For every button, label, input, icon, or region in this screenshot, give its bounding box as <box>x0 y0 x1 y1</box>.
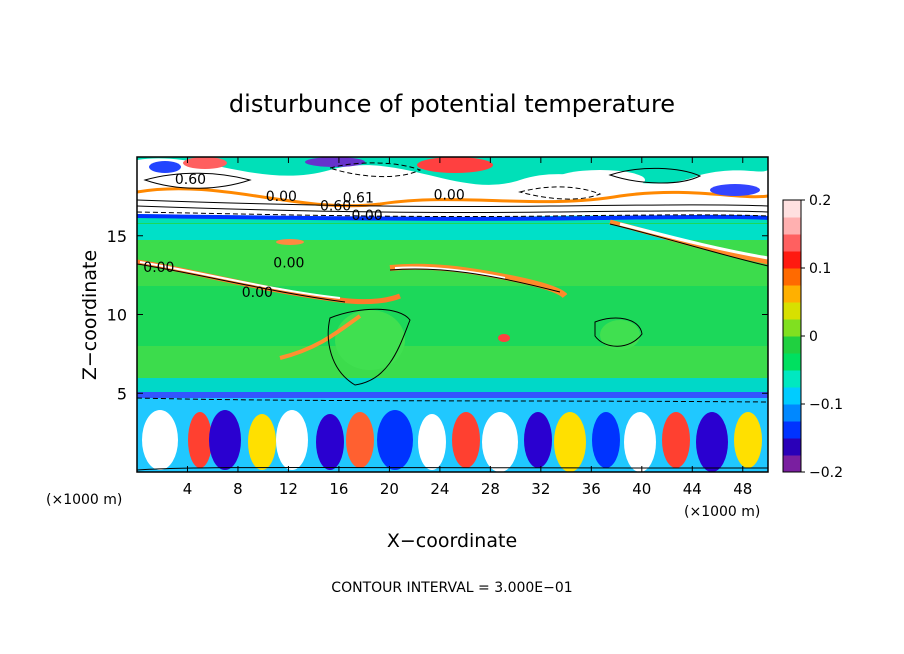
field-strat-blue-line <box>137 214 768 221</box>
colorbar-segment <box>783 370 801 388</box>
field-strat-blue-blob-2 <box>710 184 760 196</box>
x-tick-label: 16 <box>329 480 348 498</box>
x-tick-label: 36 <box>582 480 601 498</box>
field-streak-center <box>279 314 362 360</box>
field-strat-red-blob-2 <box>183 157 227 169</box>
colorbar-tick-label: 0.2 <box>809 193 831 209</box>
colorbar: 0.2 0.1 0 −0.1 −0.2 <box>782 193 843 481</box>
field-strat-purple-blob <box>305 157 365 167</box>
colorbar-segment <box>783 268 801 286</box>
colorbar-tick-label: −0.2 <box>809 465 843 481</box>
contour-label-group: 0.600.000.600.610.000.000.00 0.000.00 <box>143 172 464 301</box>
chart-title: disturbunce of potential temperature <box>229 90 675 118</box>
field-blob-center <box>335 310 405 370</box>
contour-label: 0.00 <box>143 260 174 276</box>
x-tick-label: 48 <box>733 480 752 498</box>
colorbar-segment <box>783 285 801 303</box>
field-blob-red-small <box>498 334 510 342</box>
colorbar-segment <box>783 438 801 456</box>
colorbar-segment <box>783 200 801 218</box>
x-tick-label: 24 <box>430 480 449 498</box>
contour-label: 0.00 <box>273 255 304 271</box>
x-unit-left: (×1000 m) <box>46 492 122 508</box>
y-axis-label: Z−coordinate <box>79 250 101 380</box>
x-tick-label: 8 <box>233 480 243 498</box>
colorbar-segment <box>783 234 801 252</box>
y-tick-label: 15 <box>107 227 127 246</box>
x-tick-label: 40 <box>632 480 651 498</box>
field-boundary-cells <box>142 410 762 472</box>
heatmap-field <box>137 157 768 472</box>
colorbar-tick-label: 0 <box>809 329 818 345</box>
colorbar-segment <box>783 455 801 473</box>
contour-label: 0.60 <box>175 172 206 188</box>
y-axis: 5 10 15 <box>107 227 768 403</box>
x-tick-label: 32 <box>531 480 550 498</box>
field-strat-orange-line <box>137 187 768 208</box>
x-axis-label: X−coordinate <box>387 530 517 552</box>
contour-interval-note: CONTOUR INTERVAL = 3.000E−01 <box>331 580 572 596</box>
contour-label: 0.00 <box>242 285 273 301</box>
field-streak-mid-white <box>394 266 506 279</box>
field-blob-white-small <box>276 239 304 245</box>
field-boundary-layer-top <box>137 392 768 398</box>
field-streak-right-white <box>619 222 768 260</box>
x-unit-right: (×1000 m) <box>684 504 760 520</box>
colorbar-segment <box>783 404 801 422</box>
y-tick-label: 5 <box>117 384 127 403</box>
field-strat-blue-blob-1 <box>149 161 181 173</box>
field-streak-upper-white <box>139 261 341 299</box>
colorbar-segment <box>783 336 801 354</box>
x-tick-label: 44 <box>683 480 702 498</box>
colorbar-tick-label: −0.1 <box>809 397 843 413</box>
colorbar-segment <box>783 251 801 269</box>
contour-label: 0.60 <box>320 199 351 215</box>
field-strat-red-blob-1 <box>417 157 493 173</box>
y-tick-label: 10 <box>107 306 127 325</box>
colorbar-segment <box>783 387 801 405</box>
x-axis: 4 8 12 16 20 24 28 32 36 40 44 48 <box>183 157 752 498</box>
contour-label: 0.61 <box>343 191 374 207</box>
contour-label: 0.00 <box>352 208 383 224</box>
colorbar-segment <box>783 353 801 371</box>
colorbar-segment <box>783 217 801 235</box>
colorbar-segment <box>783 421 801 439</box>
field-band-cyan-bottom <box>137 378 768 392</box>
colorbar-tick-label: 0.1 <box>809 261 831 277</box>
x-tick-label: 20 <box>380 480 399 498</box>
field-strat-white-blob <box>555 170 645 190</box>
field-band-light-upper <box>137 238 768 286</box>
x-tick-label: 28 <box>481 480 500 498</box>
x-tick-label: 12 <box>279 480 298 498</box>
field-blob-right <box>600 320 640 350</box>
contour-label: 0.00 <box>266 189 297 205</box>
field-band-cyan-top <box>137 224 768 240</box>
x-tick-label: 4 <box>183 480 193 498</box>
colorbar-segment <box>783 319 801 337</box>
colorbar-segment <box>783 302 801 320</box>
contour-label: 0.00 <box>434 188 465 204</box>
